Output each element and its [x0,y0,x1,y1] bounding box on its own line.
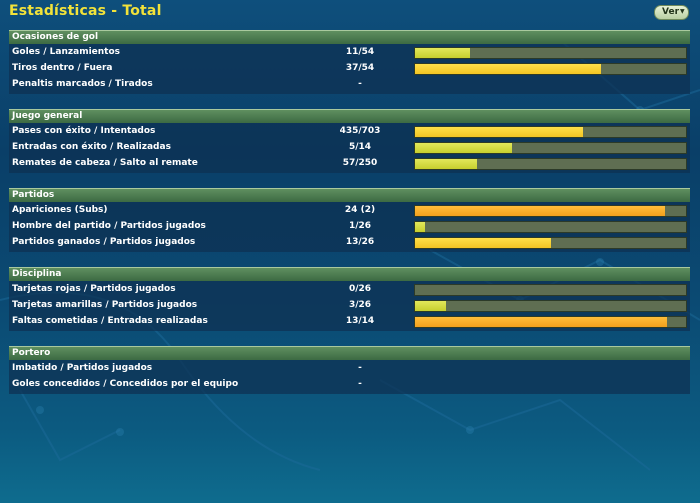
section-header: Ocasiones de gol [9,30,690,44]
page-title: Estadísticas - Total [9,3,162,19]
stat-value: 5/14 [348,142,372,152]
stat-bar [414,47,687,59]
stat-bar [414,316,687,328]
stat-bar [414,142,687,154]
section-juego-general: Juego general Pases con éxito / Intentado… [9,109,690,173]
stat-bar [414,63,687,75]
section-title: Partidos [12,190,55,200]
stat-row: Entradas con éxito / Realizadas 5/14 [9,140,690,156]
stat-row: Pases con éxito / Intentados 435/703 [9,124,690,140]
stat-value: 3/26 [348,300,372,310]
stat-value: 0/26 [348,284,372,294]
stat-row: Faltas cometidas / Entradas realizadas 13… [9,314,690,330]
stat-row: Partidos ganados / Partidos jugados 13/26 [9,235,690,251]
stat-label: Entradas con éxito / Realizadas [12,142,171,152]
stat-row: Tiros dentro / Fuera 37/54 [9,61,690,77]
stat-bar [414,237,687,249]
section-portero: Portero Imbatido / Partidos jugados - Goles… [9,346,690,394]
stat-row: Tarjetas amarillas / Partidos jugados 3/2… [9,298,690,314]
stat-label: Pases con éxito / Intentados [12,126,156,136]
section-rows: Goles / Lanzamientos 11/54 Tiros dentro / … [9,44,690,94]
stat-bar-fill [415,222,426,232]
section-ocasiones-de-gol: Ocasiones de gol Goles / Lanzamientos 11/5… [9,30,690,94]
stat-row: Penaltis marcados / Tirados - [9,77,690,93]
stat-value: 37/54 [345,63,375,73]
view-dropdown-button[interactable]: Ver ▼ [654,5,689,20]
section-rows: Apariciones (Subs) 24 (2) Hombre del parti… [9,202,690,252]
stat-label: Penaltis marcados / Tirados [12,79,153,89]
stat-row: Tarjetas rojas / Partidos jugados 0/26 [9,282,690,298]
stat-bar-fill [415,301,447,311]
stat-label: Imbatido / Partidos jugados [12,363,153,373]
stat-label: Hombre del partido / Partidos jugados [12,221,206,231]
section-header: Juego general [9,109,690,123]
stat-row: Imbatido / Partidos jugados - [9,361,690,377]
section-partidos: Partidos Apariciones (Subs) 24 (2) Hombre d… [9,188,690,252]
view-button-label: Ver [662,7,680,17]
stat-value: 1/26 [348,221,372,231]
stat-label: Goles concedidos / Concedidos por el equ… [12,379,239,389]
section-rows: Imbatido / Partidos jugados - Goles conced… [9,360,690,394]
section-title: Ocasiones de gol [12,32,99,42]
section-title: Disciplina [12,269,62,279]
section-rows: Tarjetas rojas / Partidos jugados 0/26 Tar… [9,281,690,331]
stat-label: Partidos ganados / Partidos jugados [12,237,196,247]
stat-bar [414,126,687,138]
section-header: Partidos [9,188,690,202]
stat-bar-fill [415,143,512,153]
stat-label: Tiros dentro / Fuera [12,63,113,73]
stat-bar-fill [415,48,471,58]
stat-bar-fill [415,206,666,216]
stat-bar [414,158,687,170]
stat-bar-fill [415,238,551,248]
stat-value: 13/26 [345,237,375,247]
stat-bar [414,205,687,217]
section-disciplina: Disciplina Tarjetas rojas / Partidos juga… [9,267,690,331]
stat-value: - [358,79,362,89]
stat-value: 57/250 [342,158,378,168]
section-rows: Pases con éxito / Intentados 435/703 Entra… [9,123,690,173]
stat-label: Tarjetas amarillas / Partidos jugados [12,300,198,310]
stat-label: Apariciones (Subs) [12,205,108,215]
stat-value: - [358,379,362,389]
stat-row: Goles concedidos / Concedidos por el equ… [9,377,690,393]
title-bar: Estadísticas - Total Ver ▼ [0,0,700,26]
stat-bar [414,221,687,233]
stat-bar-fill [415,159,477,169]
section-title: Portero [12,348,51,358]
stat-row: Remates de cabeza / Salto al remate 57/25… [9,156,690,172]
section-header: Disciplina [9,267,690,281]
stat-label: Goles / Lanzamientos [12,47,121,57]
stat-value: 24 (2) [344,205,376,215]
stat-bar-fill [415,127,583,137]
stat-bar-fill [415,64,601,74]
chevron-down-icon: ▼ [680,8,685,15]
section-header: Portero [9,346,690,360]
stat-value: - [358,363,362,373]
section-title: Juego general [12,111,83,121]
stat-bar [414,300,687,312]
stat-bar-fill [415,317,668,327]
stat-bar [414,284,687,296]
stat-value: 11/54 [345,47,375,57]
stat-label: Remates de cabeza / Salto al remate [12,158,198,168]
stat-label: Faltas cometidas / Entradas realizadas [12,316,208,326]
stat-value: 435/703 [339,126,381,136]
stat-value: 13/14 [345,316,375,326]
stat-row: Hombre del partido / Partidos jugados 1/2… [9,219,690,235]
stat-row: Apariciones (Subs) 24 (2) [9,203,690,219]
stat-row: Goles / Lanzamientos 11/54 [9,45,690,61]
stat-label: Tarjetas rojas / Partidos jugados [12,284,176,294]
